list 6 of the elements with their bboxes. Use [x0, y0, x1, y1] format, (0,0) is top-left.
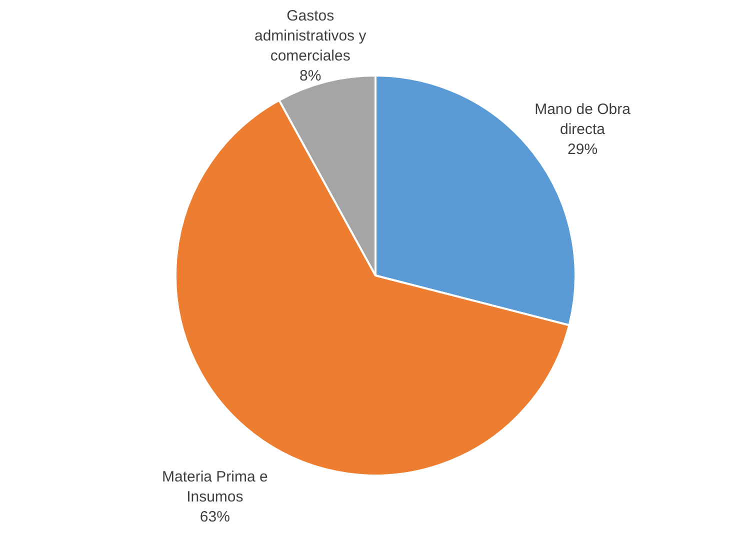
data-label: 8% — [300, 68, 322, 85]
data-label: 63% — [200, 508, 230, 526]
slice-label: Mano de Obra directa — [534, 100, 632, 138]
slice-label: Materia Prima e Insumos — [162, 468, 268, 506]
data-label: 29% — [568, 140, 598, 158]
slice-label: Gastos administrativos y comerciales — [254, 8, 367, 65]
